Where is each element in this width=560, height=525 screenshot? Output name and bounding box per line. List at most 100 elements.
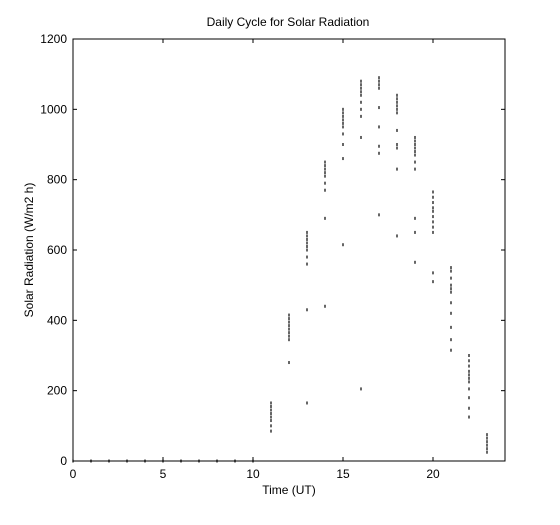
data-point bbox=[306, 249, 307, 252]
data-point bbox=[270, 419, 271, 422]
data-point bbox=[360, 387, 361, 390]
data-point bbox=[180, 460, 181, 463]
data-point bbox=[342, 243, 343, 246]
data-point bbox=[342, 122, 343, 125]
data-point bbox=[198, 460, 199, 463]
data-point bbox=[468, 373, 469, 376]
data-point bbox=[324, 161, 325, 164]
y-axis-label: Solar Radiation (W/m2 h) bbox=[22, 183, 36, 318]
data-point bbox=[306, 231, 307, 234]
data-point bbox=[414, 150, 415, 153]
data-point bbox=[432, 196, 433, 199]
data-point bbox=[396, 168, 397, 171]
data-point bbox=[360, 94, 361, 97]
data-point bbox=[378, 106, 379, 109]
data-point bbox=[360, 108, 361, 111]
data-point bbox=[306, 401, 307, 404]
data-point bbox=[324, 305, 325, 308]
data-point bbox=[288, 331, 289, 334]
data-point bbox=[72, 460, 73, 463]
data-point bbox=[414, 139, 415, 142]
data-point bbox=[450, 349, 451, 352]
data-point bbox=[288, 317, 289, 320]
data-point bbox=[306, 234, 307, 237]
data-point bbox=[486, 433, 487, 436]
data-point bbox=[288, 324, 289, 327]
data-point bbox=[360, 83, 361, 86]
data-point bbox=[468, 396, 469, 399]
data-point bbox=[108, 460, 109, 463]
data-point bbox=[414, 217, 415, 220]
data-point bbox=[288, 335, 289, 338]
data-point bbox=[162, 460, 163, 463]
data-point bbox=[270, 424, 271, 427]
data-point bbox=[306, 245, 307, 248]
data-point bbox=[288, 321, 289, 324]
data-point bbox=[342, 111, 343, 114]
y-tick-label: 1000 bbox=[40, 102, 67, 116]
data-point bbox=[360, 80, 361, 83]
data-point bbox=[468, 370, 469, 373]
data-point bbox=[324, 171, 325, 174]
y-tick-label: 600 bbox=[47, 243, 67, 257]
data-point bbox=[288, 361, 289, 364]
data-point bbox=[432, 201, 433, 204]
data-point bbox=[306, 256, 307, 259]
data-point bbox=[342, 143, 343, 146]
data-point bbox=[360, 115, 361, 118]
y-tick-label: 1200 bbox=[40, 32, 67, 46]
data-point bbox=[324, 164, 325, 167]
data-point bbox=[450, 266, 451, 269]
y-tick-label: 0 bbox=[60, 454, 67, 468]
data-point bbox=[432, 220, 433, 223]
data-point bbox=[486, 440, 487, 443]
data-point bbox=[396, 111, 397, 114]
x-tick-label: 0 bbox=[70, 467, 77, 481]
data-point bbox=[396, 101, 397, 104]
data-point bbox=[414, 231, 415, 234]
data-point bbox=[468, 407, 469, 410]
data-point bbox=[360, 90, 361, 93]
x-axis-label: Time (UT) bbox=[262, 483, 316, 497]
data-point bbox=[450, 326, 451, 329]
data-point bbox=[396, 104, 397, 107]
data-point bbox=[414, 154, 415, 157]
data-point bbox=[432, 280, 433, 283]
data-point bbox=[414, 261, 415, 264]
data-point bbox=[468, 359, 469, 362]
x-tick-label: 20 bbox=[426, 467, 440, 481]
data-point bbox=[342, 118, 343, 121]
data-point bbox=[288, 314, 289, 317]
x-tick-label: 5 bbox=[160, 467, 167, 481]
data-point bbox=[270, 405, 271, 408]
data-point bbox=[342, 157, 343, 160]
x-tick-label: 10 bbox=[246, 467, 260, 481]
data-point bbox=[360, 87, 361, 90]
data-point bbox=[324, 175, 325, 178]
data-point bbox=[270, 412, 271, 415]
data-point bbox=[432, 210, 433, 213]
data-point bbox=[486, 444, 487, 447]
data-point bbox=[324, 182, 325, 185]
data-point bbox=[450, 312, 451, 315]
data-point bbox=[432, 231, 433, 234]
data-point bbox=[234, 460, 235, 463]
data-point bbox=[396, 97, 397, 100]
data-point bbox=[216, 460, 217, 463]
data-point bbox=[414, 161, 415, 164]
data-point bbox=[378, 76, 379, 79]
data-point bbox=[360, 136, 361, 139]
data-point bbox=[414, 136, 415, 139]
data-point bbox=[432, 271, 433, 274]
data-point bbox=[468, 416, 469, 419]
data-point bbox=[450, 270, 451, 273]
data-point bbox=[378, 213, 379, 216]
data-point bbox=[378, 80, 379, 83]
data-point bbox=[450, 277, 451, 280]
data-point bbox=[90, 460, 91, 463]
y-tick-label: 800 bbox=[47, 173, 67, 187]
data-point bbox=[396, 129, 397, 132]
data-point bbox=[324, 217, 325, 220]
data-point bbox=[360, 101, 361, 104]
